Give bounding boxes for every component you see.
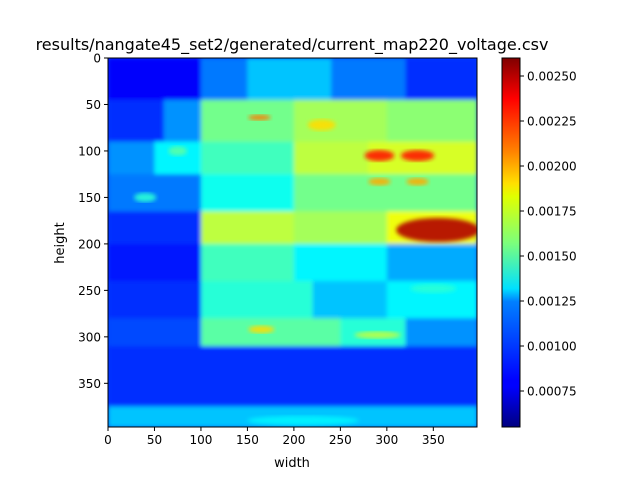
colorbar-tick-label: 0.00100 bbox=[527, 340, 577, 354]
heatmap-cell bbox=[108, 58, 202, 101]
heatmap-cell bbox=[108, 243, 202, 282]
heatmap-hotspot bbox=[354, 331, 401, 339]
y-tick-label: 200 bbox=[78, 237, 101, 251]
heatmap-cell bbox=[108, 99, 165, 143]
y-tick-label: 0 bbox=[93, 52, 101, 66]
heatmap-cell bbox=[200, 243, 295, 282]
heatmap-cell bbox=[331, 58, 406, 101]
heatmap-cell bbox=[312, 281, 388, 319]
heatmap-cell bbox=[293, 243, 388, 282]
heatmap-hotspot bbox=[396, 217, 477, 243]
heatmap-cell bbox=[386, 99, 477, 143]
heatmap-cell bbox=[293, 99, 388, 143]
y-tick-label: 100 bbox=[78, 144, 101, 158]
heatmap-hotspot bbox=[368, 177, 391, 186]
x-tick-label: 300 bbox=[375, 433, 398, 447]
heatmap-cell bbox=[200, 281, 313, 319]
x-tick-label: 0 bbox=[104, 433, 112, 447]
colorbar bbox=[501, 57, 521, 428]
heatmap-cell bbox=[108, 141, 155, 175]
colorbar-tick-label: 0.00175 bbox=[527, 205, 577, 219]
heatmap-cell bbox=[108, 318, 202, 347]
heatmap-cell bbox=[200, 174, 295, 212]
y-axis: 0 50 100 150 200 250 300 350 bbox=[78, 52, 108, 391]
x-tick-label: 50 bbox=[147, 433, 162, 447]
y-tick-label: 350 bbox=[78, 377, 101, 391]
chart-title: results/nangate45_set2/generated/current… bbox=[36, 35, 549, 55]
heatmap-hotspot bbox=[134, 192, 157, 203]
heatmap-hotspot bbox=[307, 119, 336, 131]
heatmap-hotspot bbox=[168, 146, 188, 156]
heatmap-cell bbox=[405, 58, 477, 101]
heatmap-hotspot bbox=[248, 325, 275, 334]
colorbar-axis: 0.00075 0.00100 0.00125 0.00150 0.00175 0.002… bbox=[520, 70, 577, 399]
plot-frame bbox=[107, 57, 478, 428]
x-axis-label: width bbox=[274, 456, 310, 471]
colorbar-tick-label: 0.00200 bbox=[527, 160, 577, 174]
x-tick-label: 100 bbox=[189, 433, 212, 447]
colorbar-tick-label: 0.00075 bbox=[527, 385, 577, 399]
heatmap-area bbox=[108, 58, 477, 427]
heatmap-cell bbox=[386, 243, 477, 282]
y-tick-label: 150 bbox=[78, 191, 101, 205]
heatmap-cell bbox=[405, 318, 477, 347]
heatmap-cell bbox=[108, 281, 202, 319]
colorbar-tick-label: 0.00150 bbox=[527, 250, 577, 264]
heatmap-cell bbox=[108, 174, 202, 212]
y-tick-label: 250 bbox=[78, 284, 101, 298]
heatmap-cell bbox=[293, 141, 369, 175]
heatmap-cell bbox=[247, 58, 332, 101]
heatmap-cell bbox=[108, 346, 477, 408]
y-axis-label: height bbox=[53, 222, 68, 263]
heatmap-hotspot bbox=[400, 150, 435, 162]
x-tick-label: 350 bbox=[422, 433, 445, 447]
x-tick-label: 200 bbox=[282, 433, 305, 447]
colorbar-tick-label: 0.00125 bbox=[527, 295, 577, 309]
heatmap-cell bbox=[108, 211, 202, 245]
x-tick-label: 150 bbox=[236, 433, 259, 447]
heatmap-cell bbox=[200, 58, 248, 101]
y-tick-label: 300 bbox=[78, 330, 101, 344]
heatmap-hotspot bbox=[248, 114, 271, 121]
x-axis: 0 50 100 150 200 250 300 350 bbox=[104, 427, 445, 447]
heatmap-hotspot bbox=[406, 177, 429, 186]
colorbar-tick-label: 0.00225 bbox=[527, 115, 577, 129]
heatmap-cell bbox=[293, 211, 388, 245]
heatmap-hotspot bbox=[410, 283, 457, 294]
x-tick-label: 250 bbox=[329, 433, 352, 447]
heatmap-cell bbox=[200, 99, 295, 143]
heatmap-cell bbox=[200, 318, 341, 347]
heatmap-hotspot bbox=[247, 415, 359, 426]
y-tick-label: 50 bbox=[86, 98, 101, 112]
heatmap-cell bbox=[200, 211, 295, 245]
heatmap-cell bbox=[200, 141, 295, 175]
colorbar-tick-label: 0.00250 bbox=[527, 70, 577, 84]
heatmap-hotspot bbox=[364, 150, 395, 162]
heatmap-cell bbox=[163, 99, 202, 143]
